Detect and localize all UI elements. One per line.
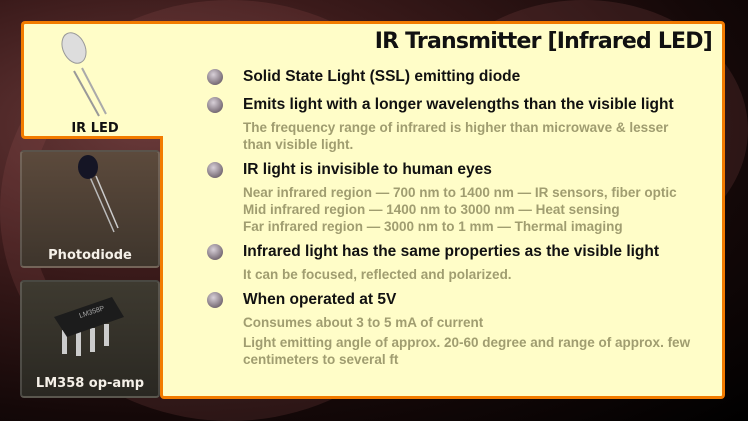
photodiode-card: Photodiode bbox=[20, 150, 160, 268]
panel-joint bbox=[160, 24, 170, 136]
photodiode-icon bbox=[78, 155, 119, 233]
bullet-heading: When operated at 5V bbox=[243, 291, 397, 308]
bullet-detail: Far infrared region — 3000 nm to 1 mm — … bbox=[243, 219, 623, 234]
bullet-icon bbox=[207, 162, 223, 178]
bullet-item: IR light is invisible to human eyes Near… bbox=[207, 159, 707, 235]
bullet-detail: The frequency range of infrared is highe… bbox=[243, 120, 669, 152]
bullet-heading: Solid State Light (SSL) emitting diode bbox=[243, 68, 521, 85]
bullet-heading: Infrared light has the same properties a… bbox=[243, 243, 660, 260]
content-panel bbox=[160, 21, 725, 399]
bullet-heading: Emits light with a longer wavelengths th… bbox=[243, 96, 674, 113]
bullet-item: When operated at 5V Consumes about 3 to … bbox=[207, 289, 707, 368]
component-label: LM358 op-amp bbox=[35, 376, 145, 391]
bullet-icon bbox=[207, 244, 223, 260]
ir-led-card: IR LED bbox=[21, 21, 166, 139]
bullet-detail: Near infrared region — 700 nm to 1400 nm… bbox=[243, 185, 677, 200]
ic-chip-icon: LM358P bbox=[54, 297, 124, 356]
lm358-card: LM358P LM358 op-amp bbox=[20, 280, 160, 398]
bullet-icon bbox=[207, 97, 223, 113]
bullet-icon bbox=[207, 292, 223, 308]
bullet-list: Solid State Light (SSL) emitting diode E… bbox=[207, 66, 707, 374]
bullet-item: Emits light with a longer wavelengths th… bbox=[207, 94, 707, 153]
component-label: IR LED bbox=[71, 121, 119, 136]
bullet-detail: Mid infrared region — 1400 nm to 3000 nm… bbox=[243, 202, 620, 217]
bullet-item: Solid State Light (SSL) emitting diode bbox=[207, 66, 707, 88]
bullet-heading: IR light is invisible to human eyes bbox=[243, 161, 492, 178]
bullet-item: Infrared light has the same properties a… bbox=[207, 241, 707, 283]
component-label: Photodiode bbox=[48, 248, 132, 263]
bullet-detail: Consumes about 3 to 5 mA of current bbox=[243, 315, 484, 330]
bullet-detail: Light emitting angle of approx. 20-60 de… bbox=[243, 335, 691, 367]
bullet-icon bbox=[207, 69, 223, 85]
bullet-detail: It can be focused, reflected and polariz… bbox=[243, 267, 512, 282]
ir-led-icon bbox=[61, 32, 107, 117]
slide-title: IR Transmitter [Infrared LED] bbox=[374, 29, 713, 54]
